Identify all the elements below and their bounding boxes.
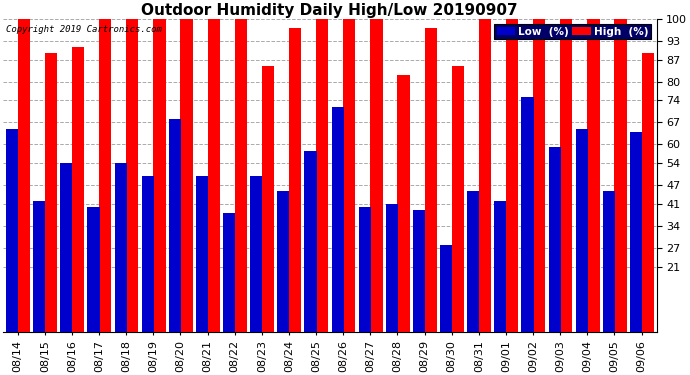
Bar [424,28,437,333]
Bar [630,132,642,333]
Bar [115,163,127,333]
Bar [141,176,154,333]
Bar [72,47,84,333]
Bar [549,147,561,333]
Text: Copyright 2019 Cartronics.com: Copyright 2019 Cartronics.com [6,25,162,34]
Bar [522,98,533,333]
Title: Outdoor Humidity Daily High/Low 20190907: Outdoor Humidity Daily High/Low 20190907 [141,3,518,18]
Bar [289,28,301,333]
Bar [642,53,654,333]
Legend: Low  (%), High  (%): Low (%), High (%) [494,24,651,39]
Bar [181,19,193,333]
Bar [331,107,344,333]
Bar [615,19,627,333]
Bar [153,19,166,333]
Bar [45,53,57,333]
Bar [126,19,139,333]
Bar [533,19,545,333]
Bar [343,19,355,333]
Bar [277,191,290,333]
Bar [359,207,371,333]
Bar [316,19,328,333]
Bar [413,210,425,333]
Bar [386,204,398,333]
Bar [560,19,573,333]
Bar [33,201,46,333]
Bar [235,19,247,333]
Bar [169,119,181,333]
Bar [479,19,491,333]
Bar [18,19,30,333]
Bar [587,19,600,333]
Bar [452,66,464,333]
Bar [506,19,518,333]
Bar [575,129,588,333]
Bar [6,129,18,333]
Bar [262,66,274,333]
Bar [467,191,480,333]
Bar [99,19,111,333]
Bar [371,19,382,333]
Bar [494,201,506,333]
Bar [250,176,262,333]
Bar [196,176,208,333]
Bar [223,213,235,333]
Bar [208,19,220,333]
Bar [60,163,72,333]
Bar [304,151,317,333]
Bar [440,244,452,333]
Bar [88,207,99,333]
Bar [603,191,615,333]
Bar [397,75,410,333]
